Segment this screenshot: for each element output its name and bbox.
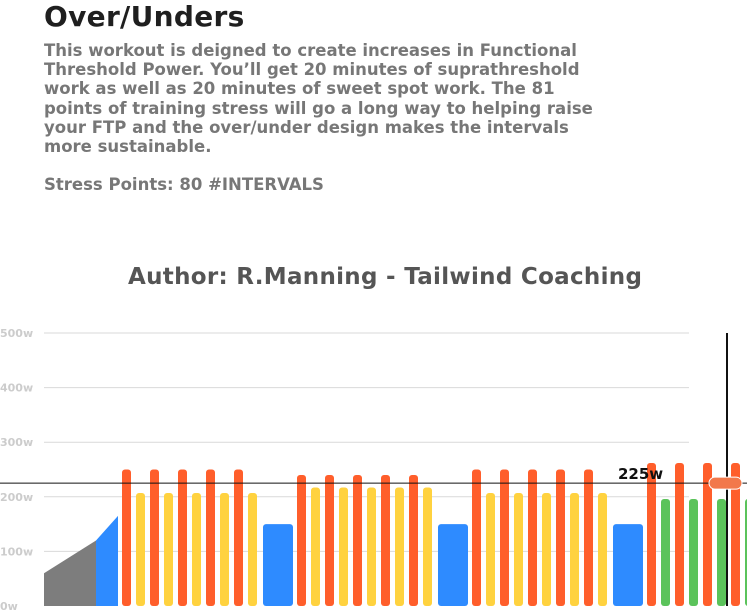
interval-bar [528, 469, 537, 606]
interval-bar [689, 498, 698, 606]
interval-bar [339, 487, 348, 606]
interval-bar [325, 474, 334, 606]
y-tick-label: 0w [0, 600, 18, 610]
interval-bar [717, 498, 726, 606]
interval-bar [381, 474, 390, 606]
interval-bar [584, 469, 593, 606]
y-tick-label: 100w [0, 545, 33, 558]
interval-bar [206, 469, 215, 606]
interval-bar [472, 469, 481, 606]
y-tick-label: 500w [0, 327, 33, 340]
interval-bar [220, 492, 229, 606]
interval-bar [514, 492, 523, 606]
interval-bar [675, 462, 684, 606]
recovery-bar [263, 524, 293, 606]
interval-bar [122, 469, 131, 606]
interval-bar [150, 469, 159, 606]
interval-bar [486, 492, 495, 606]
y-tick-label: 400w [0, 382, 33, 395]
interval-bar [661, 498, 670, 606]
interval-bar [703, 462, 712, 606]
interval-bar [353, 474, 362, 606]
y-tick-label: 200w [0, 491, 33, 504]
interval-bar [542, 492, 551, 606]
recovery-bar [438, 524, 468, 606]
workout-author: Author: R.Manning - Tailwind Coaching [128, 264, 643, 290]
interval-bar [248, 492, 257, 606]
interval-bar [395, 487, 404, 606]
interval-bar [136, 492, 145, 606]
stress-points-tags: Stress Points: 80 #INTERVALS [44, 175, 324, 194]
workout-title: Over/Unders [44, 0, 245, 33]
ftp-label: 225w [618, 465, 663, 483]
interval-bar [647, 462, 656, 606]
interval-bar [598, 492, 607, 606]
y-tick-label: 300w [0, 436, 33, 449]
interval-bar [367, 487, 376, 606]
interval-bar [297, 474, 306, 606]
interval-bar [311, 487, 320, 606]
workout-description: This workout is deigned to create increa… [44, 41, 593, 157]
interval-bar [234, 469, 243, 606]
interval-bar [423, 487, 432, 606]
interval-bar [192, 492, 201, 606]
ftp-slider-handle[interactable] [708, 476, 743, 490]
interval-bar [500, 469, 509, 606]
interval-bar [409, 474, 418, 606]
ramp-segment [44, 540, 96, 606]
interval-bar [178, 469, 187, 606]
recovery-bar [613, 524, 643, 606]
interval-bar [570, 492, 579, 606]
interval-bar [556, 469, 565, 606]
interval-bar [731, 462, 740, 606]
ramp-segment [96, 515, 118, 606]
interval-bar [164, 492, 173, 606]
